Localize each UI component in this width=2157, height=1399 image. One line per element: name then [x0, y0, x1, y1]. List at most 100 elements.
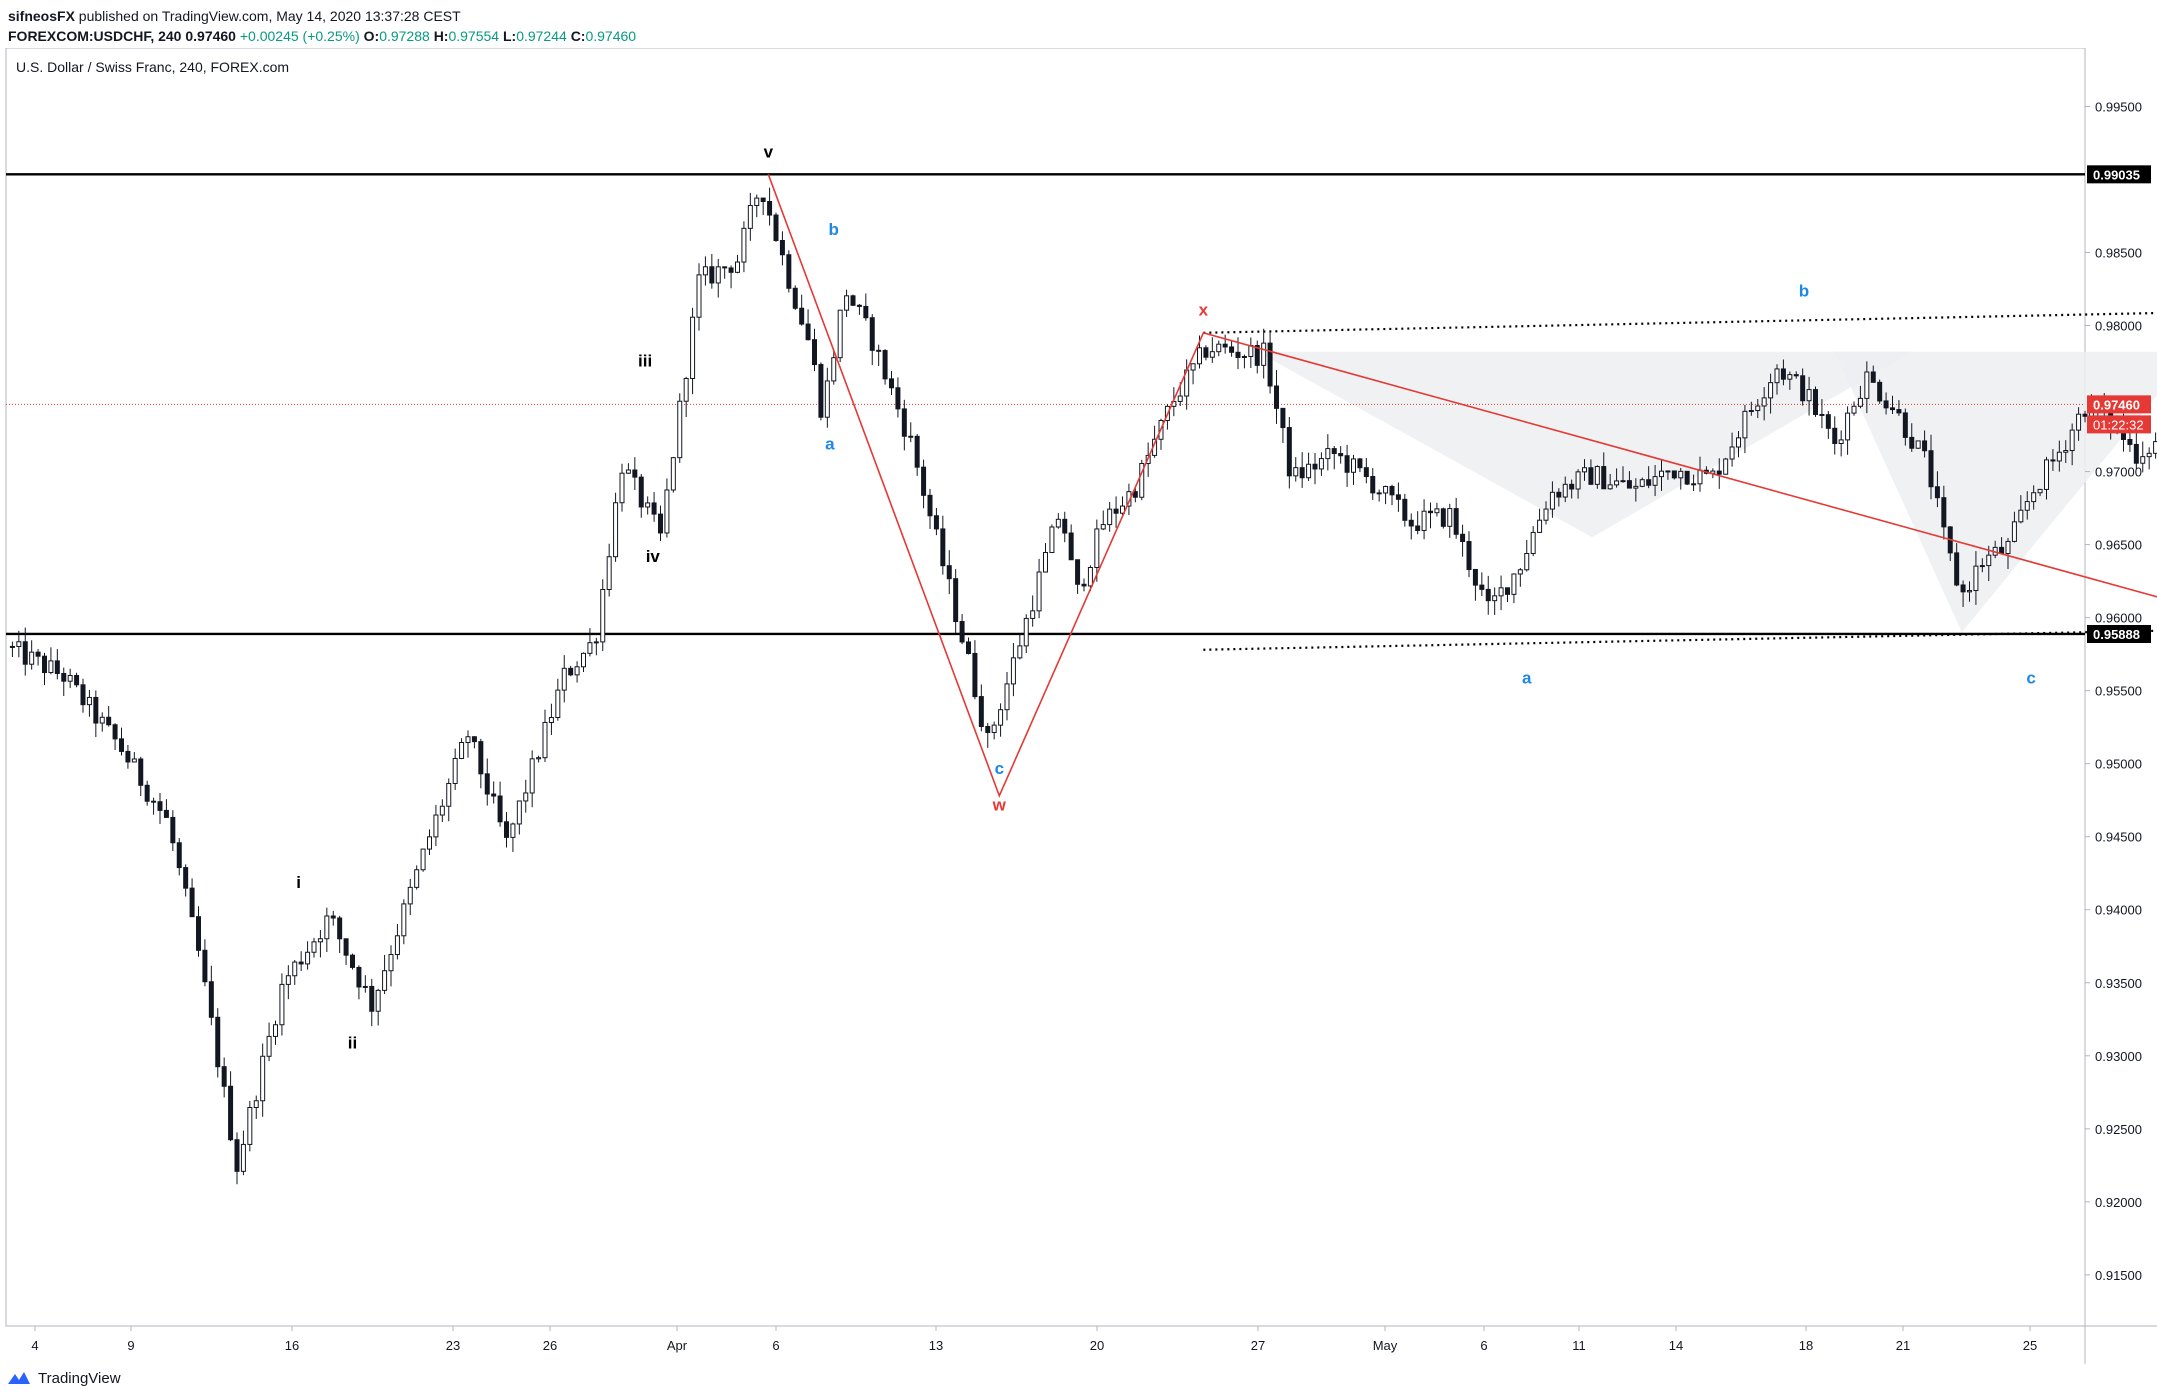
candle-body	[1851, 405, 1857, 414]
candle-body	[1492, 595, 1498, 602]
candle-body	[1665, 470, 1671, 473]
symbol-label: FOREXCOM:USDCHF, 240	[8, 28, 182, 44]
candle-body	[593, 641, 599, 644]
candle-body	[709, 266, 715, 284]
candle-body	[22, 641, 28, 665]
candle-body	[882, 350, 888, 380]
candle-body	[324, 915, 330, 940]
candle-body	[1094, 528, 1100, 569]
candle-body	[2063, 450, 2069, 453]
candle-body	[1537, 519, 1543, 533]
candle-body	[131, 758, 137, 763]
candle-body	[2037, 488, 2043, 494]
wave-label-b: b	[829, 220, 839, 239]
candle-body	[805, 323, 811, 341]
candle-body	[1761, 397, 1767, 407]
candle-body	[1415, 525, 1421, 531]
candle-body	[632, 469, 638, 478]
candle-body	[228, 1085, 234, 1141]
high-value: 0.97554	[448, 28, 500, 44]
candle-body	[1986, 554, 1992, 567]
candle-body	[1363, 467, 1369, 478]
candle-body	[375, 989, 381, 1012]
wave-label-c: c	[2026, 668, 2035, 687]
y-tick-label: 0.94500	[2095, 830, 2142, 845]
candle-body	[1120, 505, 1125, 514]
candle-body	[908, 435, 914, 438]
candle-body	[1466, 541, 1472, 570]
candle-body	[106, 716, 112, 726]
candle-body	[2011, 521, 2017, 542]
candle-body	[183, 867, 189, 889]
level-price-tag-bg	[2087, 165, 2151, 184]
chart-title: U.S. Dollar / Swiss Franc, 240, FOREX.co…	[16, 59, 289, 75]
publisher-name[interactable]: sifneosFX	[8, 8, 75, 24]
candle-body	[933, 515, 939, 530]
y-tick-label: 0.95500	[2095, 684, 2142, 699]
candle-body	[1723, 458, 1729, 475]
candle-body	[645, 502, 651, 508]
candle-body	[1934, 486, 1940, 499]
wave-label-b: b	[1799, 281, 1809, 300]
candle-body	[1453, 508, 1459, 535]
candle-body	[1370, 476, 1376, 494]
wave-label-c: c	[995, 759, 1004, 778]
candle-body	[452, 757, 458, 784]
candle-body	[1318, 458, 1324, 470]
candle-body	[1806, 389, 1812, 402]
candle-body	[1299, 467, 1305, 479]
candle-body	[927, 494, 933, 517]
y-tick-label: 0.93000	[2095, 1049, 2142, 1064]
candle-body	[330, 915, 336, 919]
level-price-tag: 0.95888	[2093, 627, 2140, 642]
x-tick-label: 6	[1480, 1338, 1487, 1353]
candle-body	[863, 305, 869, 319]
low-label: L:	[502, 28, 517, 44]
candle-body	[1870, 371, 1876, 383]
candle-body	[2140, 456, 2146, 464]
last-price: 0.97460	[185, 28, 236, 44]
candle-body	[1755, 405, 1761, 412]
candle-body	[292, 961, 298, 977]
wxy-path	[767, 174, 2157, 798]
candle-body	[1485, 588, 1491, 602]
candle-body	[1909, 436, 1915, 449]
candle-body	[889, 378, 894, 389]
candle-body	[1838, 439, 1844, 445]
candle-body	[690, 316, 696, 379]
candle-body	[1825, 414, 1831, 429]
candle-body	[1748, 410, 1754, 413]
candle-body	[439, 805, 445, 816]
candle-body	[1678, 470, 1684, 479]
candle-body	[1376, 492, 1382, 495]
candle-body	[42, 655, 47, 674]
candle-body	[273, 1024, 278, 1037]
candle-body	[1357, 458, 1363, 469]
wave-labels: iiiiiiivvabcwxabcdey	[296, 143, 2036, 1053]
candle-body	[298, 961, 304, 965]
candle-body	[1004, 683, 1010, 711]
candle-body	[247, 1107, 253, 1145]
candle-body	[741, 227, 747, 263]
x-tick-label: 21	[1896, 1338, 1910, 1353]
candle-body	[484, 773, 490, 795]
candle-body	[2056, 451, 2062, 462]
candle-body	[1659, 470, 1664, 478]
candle-body	[901, 408, 907, 437]
candle-body	[1562, 483, 1568, 498]
candle-body	[176, 842, 182, 869]
candle-body	[1768, 382, 1774, 399]
price-chart[interactable]: U.S. Dollar / Swiss Franc, 240, FOREX.co…	[0, 48, 2157, 1364]
candle-body	[1421, 510, 1427, 531]
candle-body	[799, 307, 805, 325]
candle-body	[80, 684, 86, 706]
footer-brand[interactable]: TradingView	[38, 1369, 121, 1387]
candle-body	[625, 469, 631, 474]
candle-body	[93, 696, 99, 724]
last-price-tag-bg	[2087, 395, 2151, 414]
candle-body	[157, 801, 163, 811]
candle-body	[1697, 469, 1703, 485]
candle-body	[1402, 498, 1408, 521]
candle-body	[1729, 446, 1735, 460]
candle-body	[1293, 467, 1299, 477]
